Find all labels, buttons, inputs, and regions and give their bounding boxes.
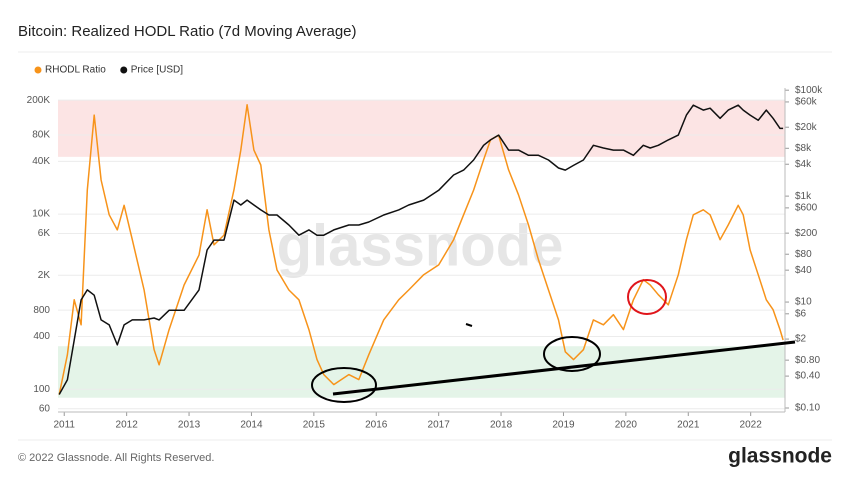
x-tick-label: 2022 bbox=[740, 420, 763, 431]
circle-annotation bbox=[543, 336, 601, 372]
legend-label: Price [USD] bbox=[131, 65, 183, 76]
y2-tick-label: $200 bbox=[795, 228, 818, 239]
y2-tick-label: $100k bbox=[795, 85, 823, 96]
x-tick-label: 2020 bbox=[615, 420, 638, 431]
y2-tick-label: $0.40 bbox=[795, 371, 820, 382]
x-tick-label: 2021 bbox=[677, 420, 700, 431]
x-tick-label: 2014 bbox=[240, 420, 263, 431]
y-tick-label: 6K bbox=[38, 228, 51, 239]
plot: 60 100 400 800 2K 6K 10K 40K 80K 200K $0.10 $0.40 $0… bbox=[27, 85, 824, 431]
y2-tick-label: $1k bbox=[795, 191, 812, 202]
chart-title: Bitcoin: Realized HODL Ratio (7d Moving … bbox=[18, 23, 357, 40]
series-line bbox=[58, 104, 784, 395]
legend-marker bbox=[120, 66, 128, 74]
y-tick-label: 800 bbox=[33, 305, 50, 316]
x-tick-label: 2018 bbox=[490, 420, 513, 431]
y2-tick-label: $20k bbox=[795, 122, 818, 133]
y2-tick-label: $4k bbox=[795, 159, 812, 170]
y-tick-label: 100 bbox=[33, 384, 50, 395]
y2-tick-label: $40 bbox=[795, 265, 812, 276]
y2-tick-label: $0.10 bbox=[795, 403, 820, 414]
y2-tick-label: $60k bbox=[795, 97, 818, 108]
x-tick-label: 2013 bbox=[178, 420, 201, 431]
x-tick-label: 2019 bbox=[552, 420, 575, 431]
series-line bbox=[58, 104, 784, 395]
y-tick-label: 60 bbox=[39, 403, 51, 414]
y2-tick-label: $6 bbox=[795, 308, 807, 319]
legend-marker bbox=[34, 66, 42, 74]
stroke-annotation bbox=[465, 323, 473, 327]
x-tick-label: 2012 bbox=[116, 420, 139, 431]
y-tick-label: 10K bbox=[32, 209, 50, 220]
zone-band bbox=[58, 100, 785, 157]
logo: glassnode bbox=[728, 445, 832, 468]
trend-annotation bbox=[332, 340, 796, 396]
x-tick-label: 2017 bbox=[428, 420, 451, 431]
y2-tick-label: $10 bbox=[795, 297, 812, 308]
circle-annotation bbox=[627, 279, 667, 315]
footer: © 2022 Glassnode. All Rights Reserved. bbox=[18, 452, 214, 464]
y2-tick-label: $80 bbox=[795, 249, 812, 260]
y-tick-label: 200K bbox=[27, 95, 51, 106]
circle-annotation bbox=[311, 367, 377, 403]
y2-tick-label: $600 bbox=[795, 203, 818, 214]
y-tick-label: 400 bbox=[33, 331, 50, 342]
y2-tick-label: $0.80 bbox=[795, 355, 820, 366]
y2-tick-label: $8k bbox=[795, 143, 812, 154]
y-tick-label: 40K bbox=[32, 156, 50, 167]
y2-tick-label: $2 bbox=[795, 334, 807, 345]
y-tick-label: 2K bbox=[38, 270, 51, 281]
watermark: glassnode bbox=[277, 213, 564, 278]
y-tick-label: 80K bbox=[32, 130, 50, 141]
x-tick-label: 2011 bbox=[53, 420, 75, 431]
legend-label: RHODL Ratio bbox=[45, 65, 106, 76]
x-tick-label: 2016 bbox=[365, 420, 388, 431]
x-tick-label: 2015 bbox=[303, 420, 326, 431]
